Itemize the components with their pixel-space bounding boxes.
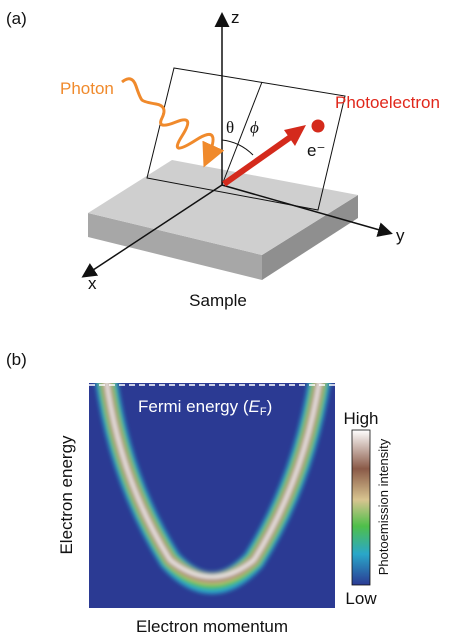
fermi-text: ) [267, 397, 273, 416]
photoelectron-label: Photoelectron [335, 93, 440, 112]
axis-label: y [396, 226, 405, 245]
dispersion-band [95, 383, 331, 594]
emission-plane [146, 67, 346, 211]
axis-label: z [231, 8, 240, 27]
phi-label: ϕ [250, 118, 259, 137]
photoelectron-arrow [222, 133, 294, 187]
sample-slab [88, 160, 358, 280]
x-axis-label: Electron momentum [136, 617, 288, 636]
fermi-label: Fermi energy (EF) [138, 397, 272, 418]
colorbar [351, 429, 371, 586]
x-axis [81, 184, 223, 278]
fermi-symbol: E [249, 397, 261, 416]
colorbar-low: Low [345, 589, 377, 608]
angle-arc [221, 139, 254, 156]
colorbar-high: High [344, 409, 379, 428]
sample-label: Sample [189, 291, 247, 310]
y-axis-label: Electron energy [57, 435, 76, 555]
electron-label: e⁻ [307, 141, 325, 160]
arrow-head [284, 125, 306, 146]
photon-wave [121, 77, 225, 168]
axis-label: x [88, 274, 97, 293]
y-axis [221, 184, 393, 237]
theta-label: θ [226, 118, 234, 137]
fermi-subscript: F [260, 406, 267, 418]
panel-label: (b) [6, 350, 27, 369]
electron [311, 119, 325, 133]
colorbar-title: Photoemission intensity [376, 438, 391, 575]
panel-label: (a) [6, 9, 27, 28]
fermi-text: Fermi energy ( [138, 397, 249, 416]
photon-label: Photon [60, 79, 114, 98]
